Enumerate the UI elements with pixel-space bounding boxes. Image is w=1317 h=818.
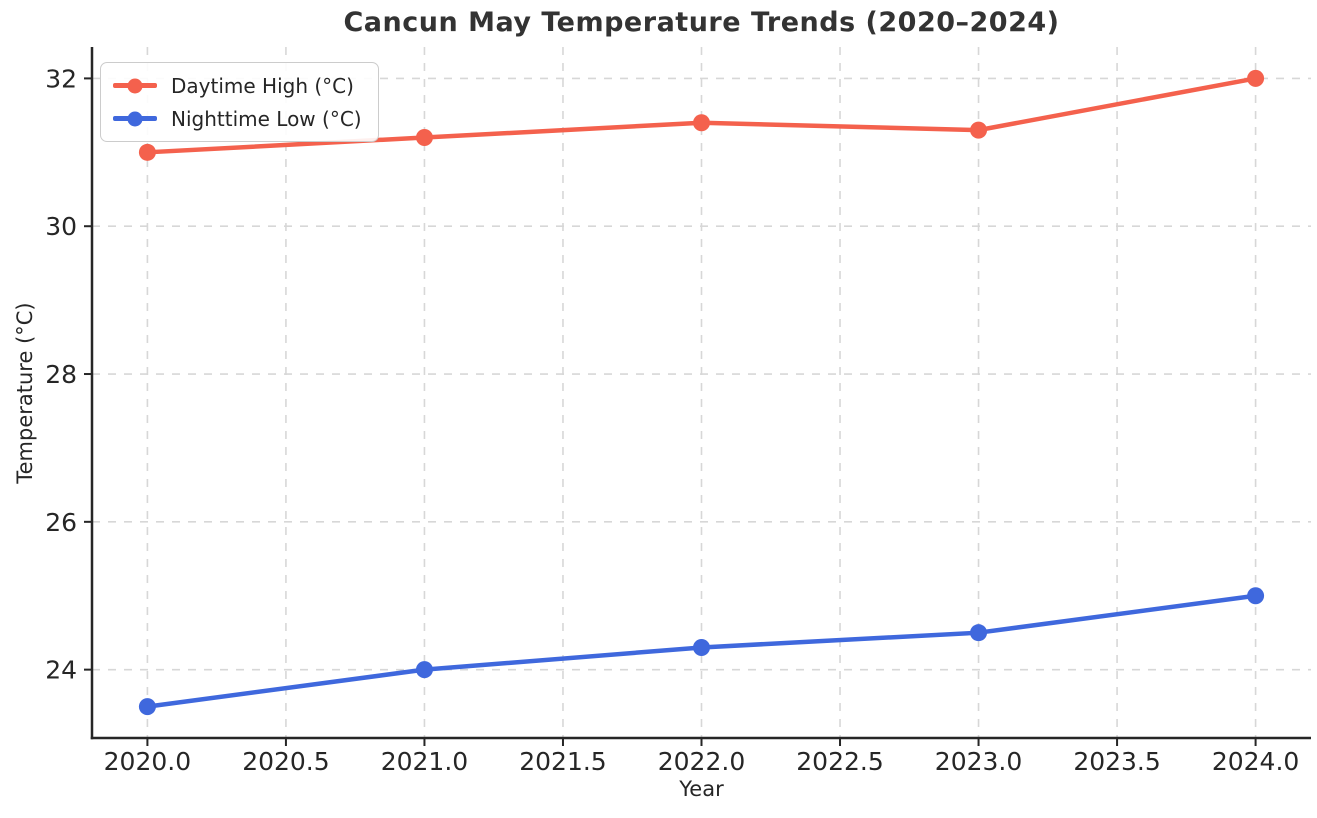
data-point-daytime-high-c xyxy=(970,121,988,139)
y-tick-label: 32 xyxy=(45,64,77,93)
y-tick-label: 26 xyxy=(45,508,77,537)
data-point-nighttime-low-c xyxy=(693,638,710,656)
y-tick-label: 24 xyxy=(45,656,77,685)
x-tick-label: 2021.5 xyxy=(519,747,606,776)
x-tick-label: 2020.5 xyxy=(242,747,329,776)
data-point-nighttime-low-c xyxy=(415,661,433,679)
chart-title: Cancun May Temperature Trends (2020–2024… xyxy=(343,7,1060,38)
legend-item-daytime-high: Daytime High (°C) xyxy=(113,72,362,99)
x-tick-label: 2023.5 xyxy=(1073,747,1160,776)
x-tick-label: 2023.0 xyxy=(935,747,1022,776)
legend-marker-dot xyxy=(127,111,143,126)
legend-label: Nighttime Low (°C) xyxy=(171,106,362,131)
x-tick-label: 2024.0 xyxy=(1212,747,1299,776)
data-point-daytime-high-c xyxy=(1247,69,1265,87)
legend-line-swatch xyxy=(113,111,157,126)
x-tick-label: 2022.0 xyxy=(658,747,745,776)
legend-item-nighttime-low: Nighttime Low (°C) xyxy=(113,105,362,132)
y-axis-label: Temperature (°C) xyxy=(13,302,37,484)
x-tick-label: 2020.0 xyxy=(104,747,191,776)
data-point-nighttime-low-c xyxy=(138,698,156,716)
x-axis-label: Year xyxy=(679,777,724,801)
data-point-daytime-high-c xyxy=(138,143,156,161)
data-point-daytime-high-c xyxy=(415,129,433,147)
data-point-daytime-high-c xyxy=(693,114,710,132)
y-tick-label: 30 xyxy=(45,212,77,241)
data-point-nighttime-low-c xyxy=(970,624,988,642)
x-tick-label: 2021.0 xyxy=(381,747,468,776)
legend-label: Daytime High (°C) xyxy=(171,73,354,98)
data-point-nighttime-low-c xyxy=(1247,587,1265,605)
x-tick-label: 2022.5 xyxy=(796,747,883,776)
legend: Daytime High (°C) Nighttime Low (°C) xyxy=(100,62,379,142)
legend-line-swatch xyxy=(113,78,157,93)
legend-marker-dot xyxy=(127,78,143,93)
y-tick-label: 28 xyxy=(45,360,77,389)
